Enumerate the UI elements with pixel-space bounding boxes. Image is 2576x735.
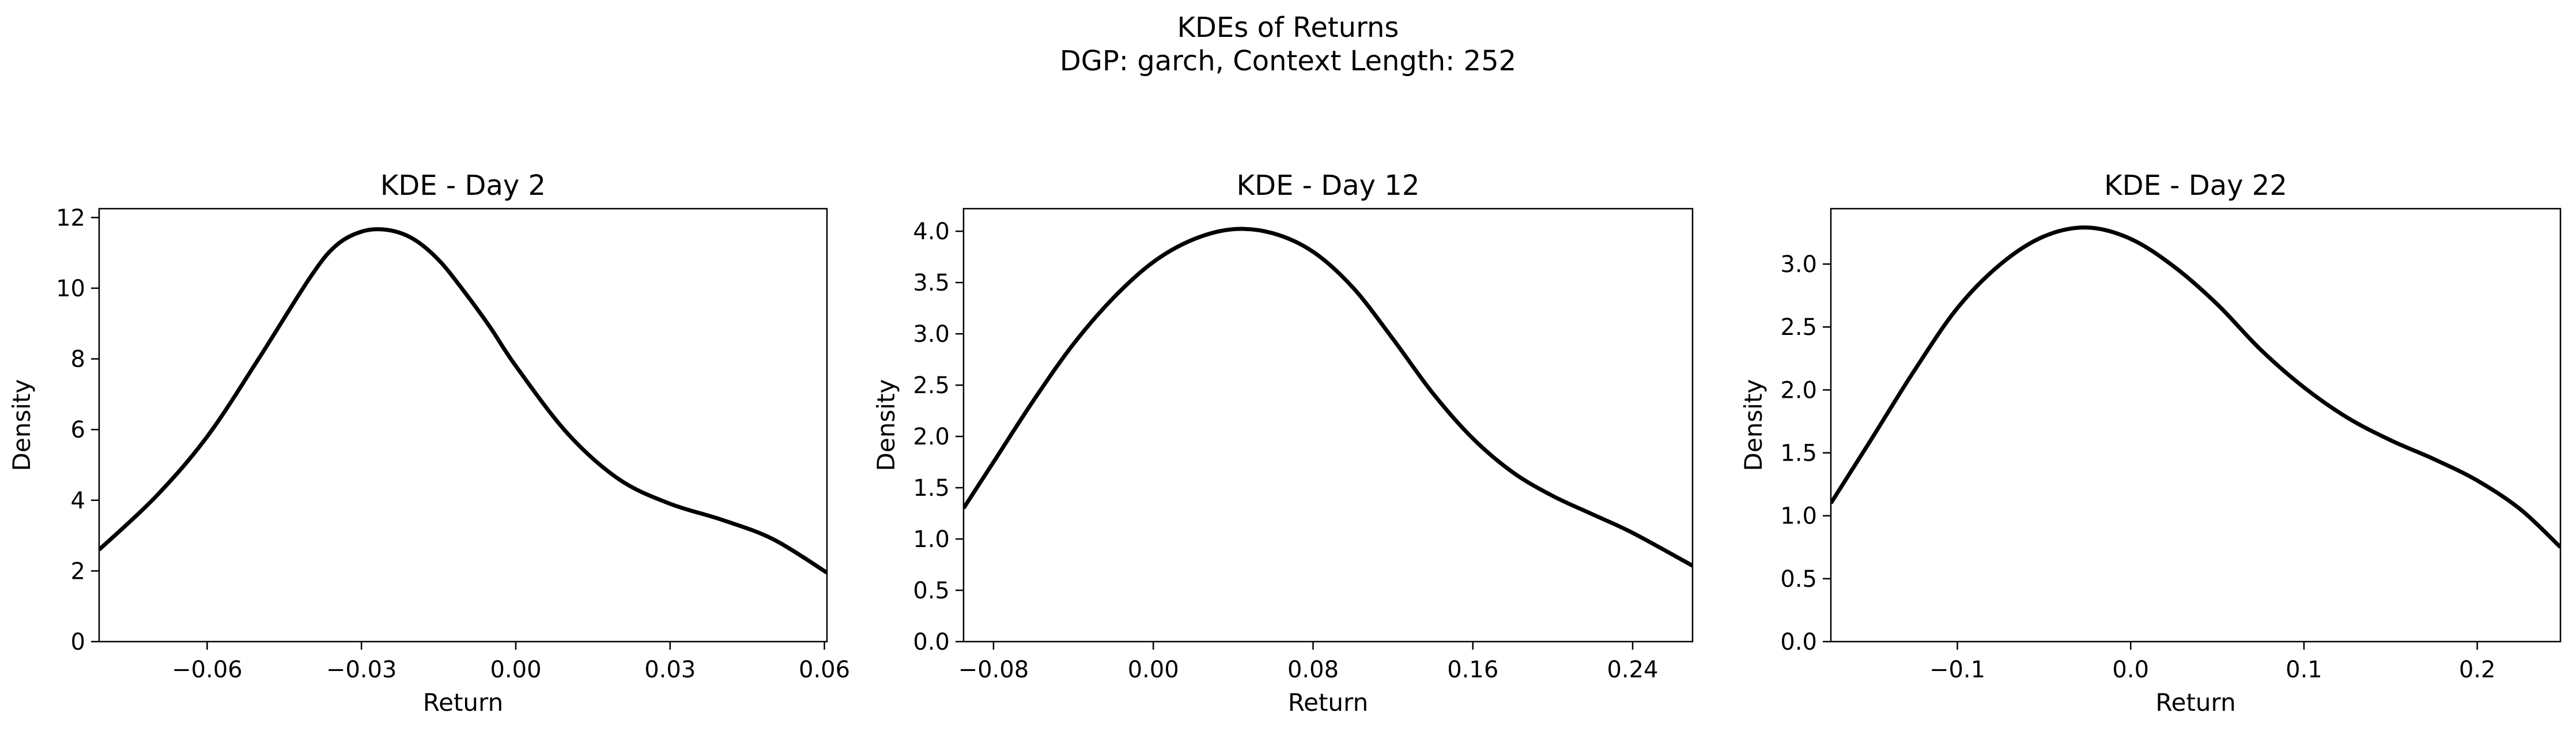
x-tick-label: 0.1 (2286, 657, 2322, 683)
x-tick-label: 0.03 (644, 657, 696, 683)
y-tick-label: 3.0 (913, 321, 950, 348)
x-axis-label: Return (2155, 688, 2235, 717)
y-tick-label: 2.0 (1780, 377, 1817, 404)
x-axis-label: Return (1288, 688, 1368, 717)
panel-title: KDE - Day 22 (2104, 169, 2287, 202)
y-axis-label: Density (7, 379, 36, 472)
x-tick-label: 0.16 (1447, 657, 1498, 683)
y-tick-label: 3.0 (1780, 251, 1817, 278)
axes-frame (1830, 208, 2562, 643)
y-tick-label: 2.0 (913, 424, 950, 450)
x-tick-label: 0.0 (2112, 657, 2149, 683)
y-tick-label: 4 (71, 488, 85, 514)
y-tick-label: 0.5 (913, 578, 950, 604)
y-tick-label: 1.0 (1780, 503, 1817, 530)
panel-title: KDE - Day 12 (1237, 169, 1420, 202)
y-tick-label: 1.0 (913, 526, 950, 553)
x-tick-label: −0.06 (172, 657, 243, 683)
x-tick-label: 0.2 (2459, 657, 2496, 683)
y-tick-label: 8 (71, 346, 85, 373)
y-tick-label: 0.5 (1780, 566, 1817, 593)
y-tick-label: 4.0 (913, 218, 950, 245)
x-tick-label: −0.1 (1929, 657, 1985, 683)
y-axis-label: Density (872, 379, 900, 472)
panel-title: KDE - Day 2 (380, 169, 546, 202)
y-axis-label: Density (1739, 379, 1767, 472)
kde-panel-1: −0.06 −0.03 0.00 0.03 0.06 0 2 4 6 8 10 12 KDE - Day… (7, 169, 850, 717)
axes-frame (98, 208, 828, 643)
y-tick-label: 6 (71, 417, 85, 443)
x-axis-label: Return (423, 688, 503, 717)
y-tick-label: 0 (71, 629, 85, 655)
kde-curve (99, 227, 827, 575)
kde-panel-3: −0.1 0.0 0.1 0.2 0.0 0.5 1.0 1.5 2.0 2.5 3.0 KDE - … (1739, 169, 2562, 717)
y-tick-label: 12 (56, 205, 85, 231)
y-tick-label: 1.5 (913, 475, 950, 502)
figure-title: KDEs of Returns (1177, 12, 1399, 44)
y-tick-label: 2 (71, 558, 85, 585)
x-tick-label: 0.06 (799, 657, 850, 683)
y-tick-label: 2.5 (1780, 314, 1817, 341)
x-tick-label: −0.08 (958, 657, 1029, 683)
x-tick-label: 0.08 (1287, 657, 1339, 683)
y-tick-label: 1.5 (1780, 440, 1817, 467)
x-tick-label: −0.03 (326, 657, 397, 683)
y-tick-label: 0.0 (1780, 629, 1817, 655)
kde-curve (1831, 225, 2560, 549)
axes-frame (962, 208, 1694, 643)
kde-panel-2: −0.08 0.00 0.08 0.16 0.24 0.0 0.5 1.0 1.5 2.0 2.5 3… (872, 169, 1694, 717)
y-tick-label: 2.5 (913, 372, 950, 399)
x-tick-label: 0.00 (1128, 657, 1179, 683)
y-tick-label: 3.5 (913, 270, 950, 296)
figure-subtitle: DGP: garch, Context Length: 252 (1059, 45, 1517, 77)
y-tick-label: 10 (56, 276, 85, 302)
x-tick-label: 0.00 (490, 657, 541, 683)
y-tick-label: 0.0 (913, 629, 950, 655)
kde-curve (964, 227, 1693, 568)
x-tick-label: 0.24 (1607, 657, 1658, 683)
